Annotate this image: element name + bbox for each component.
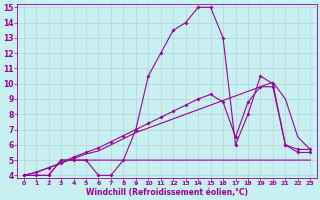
X-axis label: Windchill (Refroidissement éolien,°C): Windchill (Refroidissement éolien,°C) <box>86 188 248 197</box>
